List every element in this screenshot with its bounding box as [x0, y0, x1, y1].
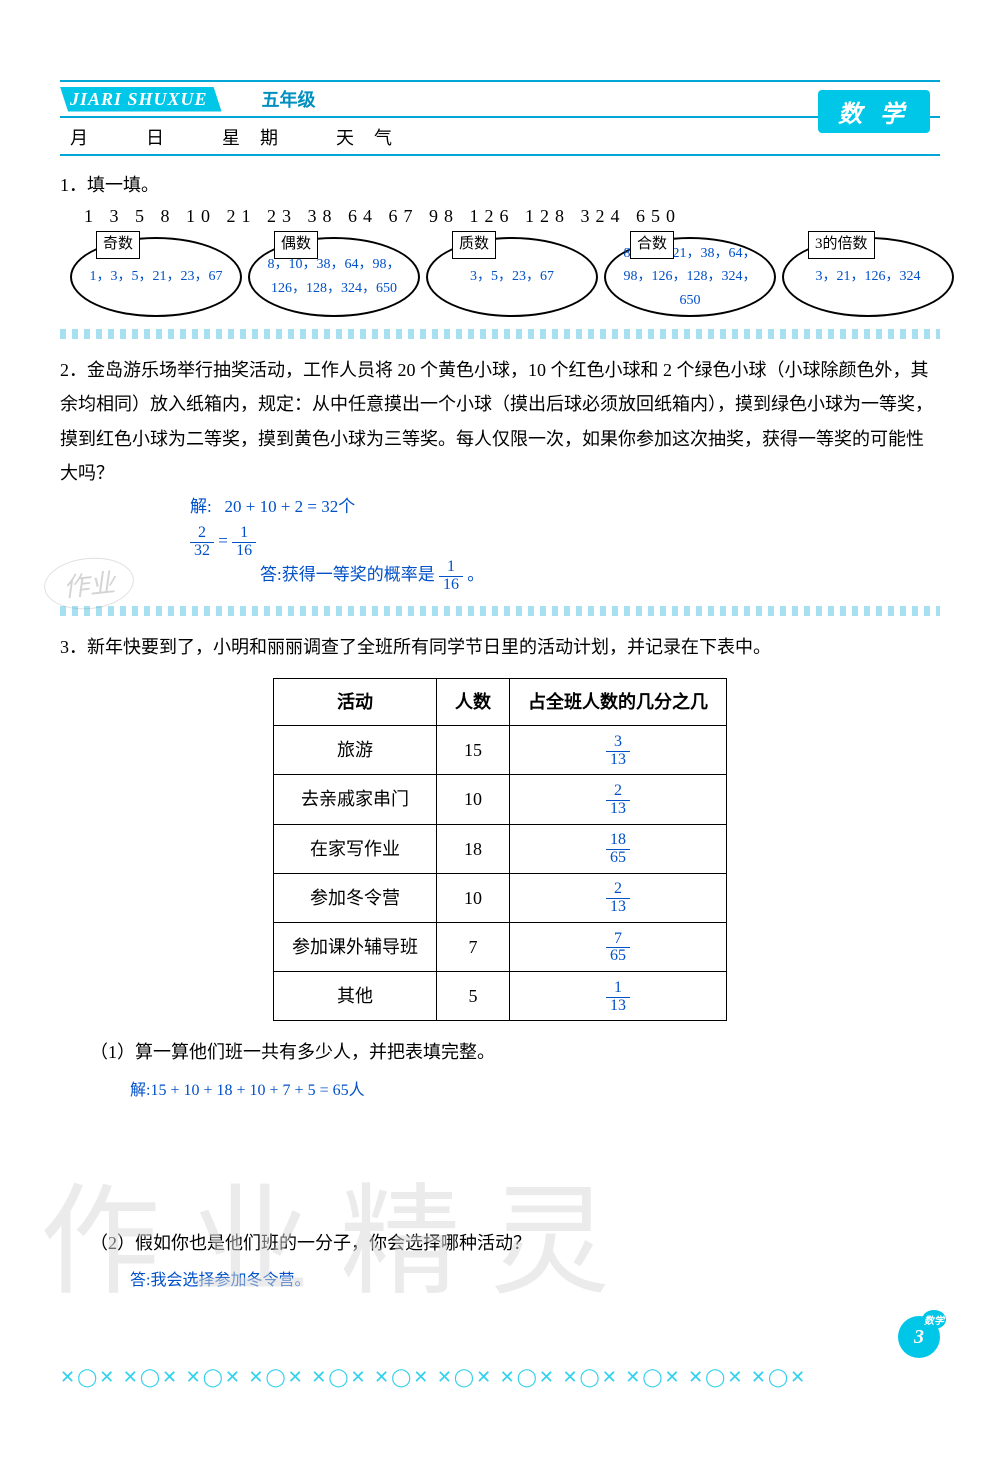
q2-solution: 解: 20 + 10 + 2 = 32个 2 32 = 1 16 — [190, 490, 940, 559]
solve-label: 解: — [190, 497, 212, 516]
oval-prime: 质数 3，5，23，67 — [426, 237, 598, 317]
cell-count: 10 — [437, 775, 510, 824]
cell-count: 10 — [437, 873, 510, 922]
table-row: 在家写作业 18 1865 — [274, 824, 727, 873]
question-3: 3．新年快要到了，小明和丽丽调查了全班所有同学节日里的活动计划，并记录在下表中。… — [60, 630, 940, 1297]
denominator: 65 — [606, 948, 630, 965]
q1-title: 1．填一填。 — [60, 170, 940, 201]
oval-label: 奇数 — [96, 231, 140, 259]
q2-text: 2．金岛游乐场举行抽奖活动，工作人员将 20 个黄色小球，10 个红色小球和 2… — [60, 353, 940, 490]
cell-activity: 参加冬令营 — [274, 873, 437, 922]
denominator: 16 — [439, 577, 463, 594]
table-row: 其他 5 113 — [274, 972, 727, 1021]
denominator: 13 — [606, 801, 630, 818]
page-badge-subject: 数学 — [922, 1310, 946, 1329]
cell-fraction: 213 — [510, 873, 727, 922]
cell-fraction: 213 — [510, 775, 727, 824]
fraction: 2 32 — [190, 525, 214, 560]
q1-number-list: 1 3 5 8 10 21 23 38 64 67 98 126 128 324… — [60, 201, 940, 232]
cell-fraction: 765 — [510, 922, 727, 971]
cell-activity: 旅游 — [274, 726, 437, 775]
numerator: 2 — [606, 783, 630, 801]
separator-icon — [60, 329, 940, 339]
table-row: 去亲戚家串门 10 213 — [274, 775, 727, 824]
fraction: 1 16 — [439, 559, 463, 594]
denominator: 65 — [606, 850, 630, 867]
date-row: 月 日 星期 天气 — [60, 124, 940, 156]
denominator: 13 — [606, 752, 630, 769]
cell-count: 18 — [437, 824, 510, 873]
cell-activity: 参加课外辅导班 — [274, 922, 437, 971]
header-band: JIARI SHUXUE 五年级 — [60, 80, 940, 118]
pattern-unit: ✕◯✕ ✕◯✕ ✕◯✕ ✕◯✕ ✕◯✕ ✕◯✕ ✕◯✕ ✕◯✕ ✕◯✕ ✕◯✕ … — [60, 1367, 807, 1388]
question-2: 2．金岛游乐场举行抽奖活动，工作人员将 20 个黄色小球，10 个红色小球和 2… — [60, 353, 940, 594]
survey-table: 活动 人数 占全班人数的几分之几 旅游 15 313 去亲戚家串门 10 213… — [273, 678, 727, 1021]
numerator: 2 — [190, 525, 214, 543]
denominator: 32 — [190, 543, 214, 560]
oval-label: 偶数 — [274, 231, 318, 259]
numerator: 2 — [606, 881, 630, 899]
q3-sub1: （1）算一算他们班一共有多少人，并把表填完整。 — [60, 1035, 940, 1069]
page-number-badge: 3 数学 — [898, 1316, 940, 1358]
cell-fraction: 313 — [510, 726, 727, 775]
oval-even: 偶数 8，10，38，64，98，126，128，324，650 — [248, 237, 420, 317]
answer-suffix: 。 — [467, 566, 484, 585]
denominator: 13 — [606, 998, 630, 1015]
oval-composite: 合数 8，10，21，38，64，98，126，128，324，650 — [604, 237, 776, 317]
numerator: 18 — [606, 832, 630, 850]
equals: = — [218, 531, 232, 550]
subject-badge: 数 学 — [818, 90, 930, 133]
fraction: 1 16 — [232, 525, 256, 560]
table-row: 参加课外辅导班 7 765 — [274, 922, 727, 971]
pinyin-title: JIARI SHUXUE — [60, 87, 222, 112]
cell-count: 15 — [437, 726, 510, 775]
col-fraction: 占全班人数的几分之几 — [510, 679, 727, 726]
cell-count: 7 — [437, 922, 510, 971]
numerator: 7 — [606, 931, 630, 949]
denominator: 16 — [232, 543, 256, 560]
numerator: 3 — [606, 734, 630, 752]
cell-count: 5 — [437, 972, 510, 1021]
cell-activity: 去亲戚家串门 — [274, 775, 437, 824]
denominator: 13 — [606, 899, 630, 916]
separator-icon — [60, 606, 940, 616]
q3-sub2: （2）假如你也是他们班的一分子，你会选择哪种活动？ — [60, 1226, 940, 1260]
q3-sub2-answer: 答:我会选择参加冬令营。 — [60, 1266, 940, 1296]
col-activity: 活动 — [274, 679, 437, 726]
numerator: 1 — [232, 525, 256, 543]
oval-label: 3的倍数 — [808, 231, 875, 259]
numerator: 1 — [439, 559, 463, 577]
cell-fraction: 1865 — [510, 824, 727, 873]
oval-label: 合数 — [630, 231, 674, 259]
cell-activity: 在家写作业 — [274, 824, 437, 873]
question-1: 1．填一填。 1 3 5 8 10 21 23 38 64 67 98 126 … — [60, 170, 940, 317]
table-row: 旅游 15 313 — [274, 726, 727, 775]
q1-ovals-row: 奇数 1，3，5，21，23，67 偶数 8，10，38，64，98，126，1… — [60, 237, 940, 317]
answer-prefix: 答:获得一等奖的概率是 — [260, 566, 439, 585]
page-number: 3 — [914, 1326, 924, 1349]
oval-mult3: 3的倍数 3，21，126，324 — [782, 237, 954, 317]
cell-activity: 其他 — [274, 972, 437, 1021]
q2-step1: 20 + 10 + 2 = 32个 — [224, 497, 355, 516]
footer-pattern: ✕◯✕ ✕◯✕ ✕◯✕ ✕◯✕ ✕◯✕ ✕◯✕ ✕◯✕ ✕◯✕ ✕◯✕ ✕◯✕ … — [60, 1366, 940, 1388]
table-row: 参加冬令营 10 213 — [274, 873, 727, 922]
grade-label: 五年级 — [262, 86, 316, 112]
q2-answer: 答:获得一等奖的概率是 1 16 。 — [260, 559, 940, 594]
q3-text: 3．新年快要到了，小明和丽丽调查了全班所有同学节日里的活动计划，并记录在下表中。 — [60, 630, 940, 664]
oval-label: 质数 — [452, 231, 496, 259]
oval-odd: 奇数 1，3，5，21，23，67 — [70, 237, 242, 317]
cell-fraction: 113 — [510, 972, 727, 1021]
numerator: 1 — [606, 980, 630, 998]
q3-sub1-answer: 解:15 + 10 + 18 + 10 + 7 + 5 = 65人 — [60, 1076, 940, 1106]
table-header-row: 活动 人数 占全班人数的几分之几 — [274, 679, 727, 726]
col-count: 人数 — [437, 679, 510, 726]
